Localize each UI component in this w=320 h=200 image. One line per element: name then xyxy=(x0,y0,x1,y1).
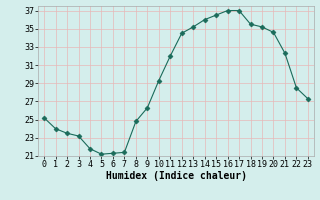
X-axis label: Humidex (Indice chaleur): Humidex (Indice chaleur) xyxy=(106,171,246,181)
